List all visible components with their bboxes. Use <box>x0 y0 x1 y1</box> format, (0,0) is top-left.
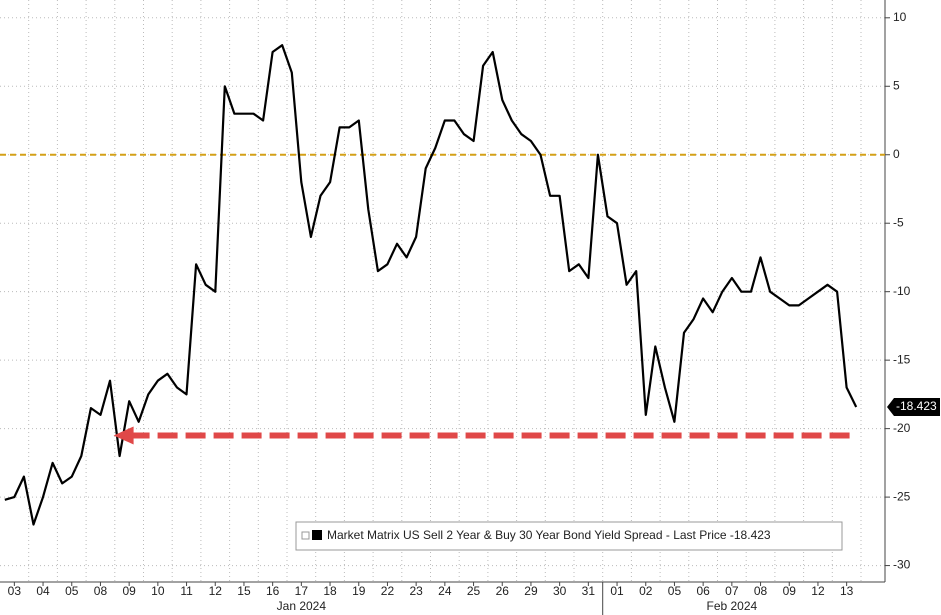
x-tick-label: 06 <box>696 584 710 598</box>
x-tick-label: 31 <box>582 584 596 598</box>
x-tick-label: 24 <box>438 584 452 598</box>
x-tick-label: 03 <box>8 584 22 598</box>
y-tick-label: 5 <box>893 78 900 92</box>
x-tick-label: 30 <box>553 584 567 598</box>
legend-swatch <box>312 530 322 540</box>
y-tick-label: -20 <box>893 421 911 435</box>
month-label: Jan 2024 <box>277 599 327 613</box>
legend-box <box>295 521 843 551</box>
x-tick-label: 04 <box>36 584 50 598</box>
x-tick-label: 08 <box>94 584 108 598</box>
y-tick-label: -5 <box>893 215 904 229</box>
x-tick-label: 12 <box>209 584 223 598</box>
x-tick-label: 22 <box>381 584 395 598</box>
x-tick-label: 12 <box>811 584 825 598</box>
x-tick-label: 09 <box>783 584 797 598</box>
last-price-label: -18.423 <box>896 399 937 413</box>
y-tick-label: -25 <box>893 489 911 503</box>
x-tick-label: 08 <box>754 584 768 598</box>
x-tick-label: 07 <box>725 584 739 598</box>
x-tick-label: 15 <box>237 584 251 598</box>
y-tick-label: -10 <box>893 284 911 298</box>
legend-label: Market Matrix US Sell 2 Year & Buy 30 Ye… <box>327 528 771 542</box>
x-tick-label: 23 <box>409 584 423 598</box>
x-tick-label: 26 <box>496 584 510 598</box>
x-tick-label: 11 <box>180 584 193 598</box>
x-tick-label: 29 <box>524 584 538 598</box>
x-tick-label: 19 <box>352 584 366 598</box>
x-tick-label: 01 <box>610 584 624 598</box>
x-tick-label: 13 <box>840 584 854 598</box>
y-tick-label: -30 <box>893 558 911 572</box>
x-tick-label: 05 <box>668 584 682 598</box>
series-line <box>4 44 858 526</box>
y-tick-label: -15 <box>893 352 911 366</box>
month-label: Feb 2024 <box>706 599 757 613</box>
x-tick-label: 09 <box>122 584 136 598</box>
x-tick-label: 25 <box>467 584 481 598</box>
x-tick-label: 02 <box>639 584 653 598</box>
x-tick-label: 16 <box>266 584 280 598</box>
x-tick-label: 17 <box>295 584 309 598</box>
arrow-head <box>113 426 134 445</box>
y-tick-label: 0 <box>893 147 900 161</box>
x-tick-label: 05 <box>65 584 79 598</box>
x-tick-label: 10 <box>151 584 165 598</box>
x-tick-label: 18 <box>323 584 337 598</box>
y-tick-label: 10 <box>893 10 907 24</box>
last-price-box <box>887 398 940 417</box>
legend-icon-box <box>301 531 310 540</box>
